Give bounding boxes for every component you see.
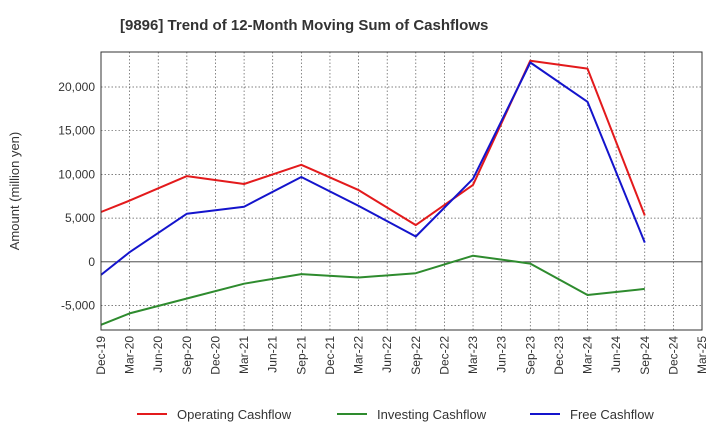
x-tick-label: Sep-24 xyxy=(638,336,652,375)
y-tick-label: 20,000 xyxy=(58,80,95,94)
x-tick-label: Mar-22 xyxy=(352,336,366,374)
x-tick-label: Sep-22 xyxy=(409,336,423,375)
series-lines xyxy=(100,59,646,326)
x-tick-label: Jun-24 xyxy=(609,336,623,373)
grid xyxy=(101,52,702,330)
x-tick-label: Mar-23 xyxy=(466,336,480,374)
x-tick-label: Mar-21 xyxy=(237,336,251,374)
x-tick-label: Sep-21 xyxy=(294,336,308,375)
x-tick-label: Dec-24 xyxy=(666,336,680,375)
x-tick-label: Sep-20 xyxy=(180,336,194,375)
legend-label: Operating Cashflow xyxy=(177,407,292,422)
legend: Operating Cashflow Investing Cashflow Free… xyxy=(137,407,654,422)
series-line-operating-cashflow xyxy=(100,59,646,227)
x-tick-label: Mar-20 xyxy=(123,336,137,374)
x-tick-label: Dec-22 xyxy=(437,336,451,375)
x-tick-label: Dec-21 xyxy=(323,336,337,375)
legend-item: Free Cashflow xyxy=(530,407,654,422)
x-tick-label: Dec-23 xyxy=(552,336,566,375)
y-tick-label: -5,000 xyxy=(61,299,95,313)
x-tick-label: Dec-20 xyxy=(208,336,222,375)
x-tick-labels: Dec-19 Mar-20 Jun-20 Sep-20 Dec-20 Mar-21 Jun-… xyxy=(94,336,709,375)
legend-label: Free Cashflow xyxy=(570,407,654,422)
x-tick-label: Jun-20 xyxy=(151,336,165,373)
legend-item: Investing Cashflow xyxy=(337,407,487,422)
x-tick-label: Mar-24 xyxy=(581,336,595,374)
y-axis-label: Amount (million yen) xyxy=(7,132,22,251)
y-tick-label: 5,000 xyxy=(65,211,95,225)
x-tick-label: Jun-21 xyxy=(266,336,280,373)
y-tick-label: 0 xyxy=(88,255,95,269)
x-tick-label: Dec-19 xyxy=(94,336,108,375)
x-tick-label: Sep-23 xyxy=(523,336,537,375)
y-tick-label: 15,000 xyxy=(58,124,95,138)
legend-item: Operating Cashflow xyxy=(137,407,292,422)
y-tick-labels: -5,000 0 5,000 10,000 15,000 20,000 xyxy=(58,80,95,313)
y-tick-label: 10,000 xyxy=(58,167,95,181)
x-tick-label: Jun-22 xyxy=(380,336,394,373)
legend-label: Investing Cashflow xyxy=(377,407,487,422)
series-line-free-cashflow xyxy=(100,61,646,276)
chart-title: [9896] Trend of 12-Month Moving Sum of C… xyxy=(120,17,488,34)
series-line-investing-cashflow xyxy=(100,254,645,326)
x-tick-label: Jun-23 xyxy=(495,336,509,373)
plot-frame xyxy=(100,51,703,331)
x-tick-label: Mar-25 xyxy=(695,336,709,374)
